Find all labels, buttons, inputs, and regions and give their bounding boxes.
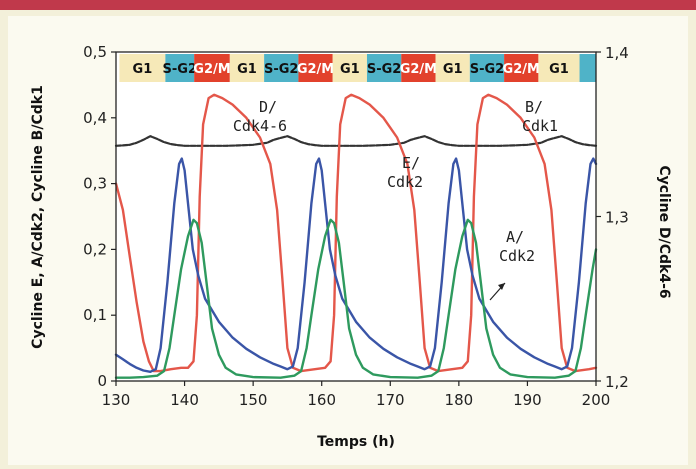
phase-block [194,54,230,82]
y-left-tick-label: 0,4 [83,109,107,127]
y-right-tick-label: 1,3 [605,209,629,227]
phase-block [165,54,195,82]
y-right-tick-label: 1,2 [605,373,629,391]
annotations: D/Cdk4-6 E/Cdk2 B/Cdk1 A/Cdk2 [233,98,558,301]
annotation-arrowhead [498,283,505,290]
phase-block [469,54,505,82]
series-line-2 [114,93,598,373]
phase-label: S-G2 [163,62,197,77]
phase-label: G1 [133,62,153,77]
phase-label: G1 [340,62,360,77]
y-right-tick-label: 1,4 [605,44,629,62]
axis-ticks: 130 140 150 160 170 180 190 200 0 0,1 0,2 0,3 0,4 0,5… [83,43,629,409]
series-line-4 [114,218,598,379]
y-axis-label-left: Cycline E, A/Cdk2, Cycline B/Cdk1 [30,85,46,349]
x-tick-label: 180 [445,391,474,409]
phase-label: S-G2 [264,62,298,77]
phase-block [504,54,539,82]
y-left-tick-label: 0,2 [83,240,107,258]
x-tick-label: 130 [102,391,131,409]
annotation-label: Cdk2 [387,173,423,191]
x-tick-label: 150 [239,391,268,409]
phase-label: G1 [443,62,463,77]
phase-label: S-G2 [470,62,504,77]
series-layer [114,93,598,379]
annotation-label: Cdk4-6 [233,117,287,135]
y-left-tick-label: 0,1 [83,306,107,324]
phase-block [366,54,402,82]
phase-label: G2/M [297,62,334,77]
phase-label: G2/M [503,62,540,77]
phase-block [298,54,333,82]
phase-label: G1 [237,62,257,77]
annotation-label: D/ [259,98,277,116]
annotation-label: A/ [506,228,524,246]
x-tick-label: 170 [376,391,405,409]
phase-block [119,54,166,82]
annotation-label: Cdk2 [499,247,535,265]
y-axis-label-right: Cycline D/Cdk4-6 [656,165,672,298]
series-line-3 [114,157,598,373]
phase-block [229,54,265,82]
x-tick-label: 200 [582,391,611,409]
header-bar [0,0,696,10]
phase-label: S-G2 [367,62,401,77]
x-tick-label: 190 [513,391,542,409]
x-tick-label: 140 [170,391,199,409]
phase-label: G1 [549,62,569,77]
annotation-label: Cdk1 [522,117,558,135]
phase-block [264,54,299,82]
phase-block [435,54,470,82]
x-axis-label: Temps (h) [317,434,395,450]
x-tick-label: 160 [307,391,336,409]
phase-block [579,54,596,82]
phase-block [538,54,580,82]
phase-block [401,54,436,82]
y-left-tick-label: 0,3 [83,175,107,193]
y-left-tick-label: 0 [97,372,107,390]
annotation-label: B/ [525,98,543,116]
phase-label: G2/M [193,62,230,77]
annotation-label: E/ [402,154,420,172]
phase-block [332,54,367,82]
phase-label: G2/M [400,62,437,77]
y-left-tick-label: 0,5 [83,43,107,61]
